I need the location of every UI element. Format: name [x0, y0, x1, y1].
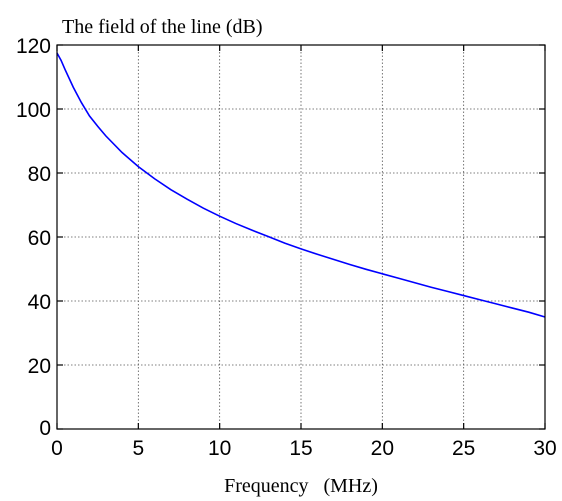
- x-tick-label: 15: [289, 437, 312, 460]
- x-tick-label: 10: [208, 437, 231, 460]
- y-tick-label: 40: [28, 291, 51, 314]
- x-tick-labels: 0 5 10 15 20 25 30: [51, 437, 557, 460]
- series-layer: [56, 52, 546, 318]
- y-tick-label: 120: [16, 35, 51, 58]
- y-tick-label: 60: [28, 227, 51, 250]
- y-tick-labels: 0 20 40 60 80 100 120: [16, 35, 51, 440]
- y-tick-label: 20: [28, 355, 51, 378]
- y-tick-label: 80: [28, 163, 51, 186]
- y-tick-label: 100: [16, 99, 51, 122]
- chart-title: The field of the line (dB): [62, 16, 263, 38]
- grid: [57, 45, 545, 429]
- x-tick-label: 5: [132, 437, 144, 460]
- series-line-0: [56, 52, 546, 318]
- y-tick-label: 0: [39, 417, 51, 440]
- x-tick-label: 20: [371, 437, 394, 460]
- x-tick-label: 30: [533, 437, 556, 460]
- ticks: [56, 44, 546, 430]
- x-tick-label: 0: [51, 437, 63, 460]
- x-axis-label: Frequency (MHz): [224, 475, 378, 497]
- x-tick-label: 25: [452, 437, 475, 460]
